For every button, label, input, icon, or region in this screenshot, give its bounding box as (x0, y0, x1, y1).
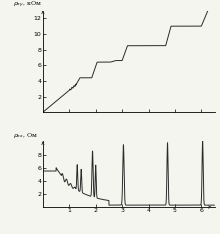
Text: $\rho_{xy}$, кОм: $\rho_{xy}$, кОм (13, 0, 42, 10)
Text: $\rho_{xx}$, Ом: $\rho_{xx}$, Ом (13, 131, 38, 140)
